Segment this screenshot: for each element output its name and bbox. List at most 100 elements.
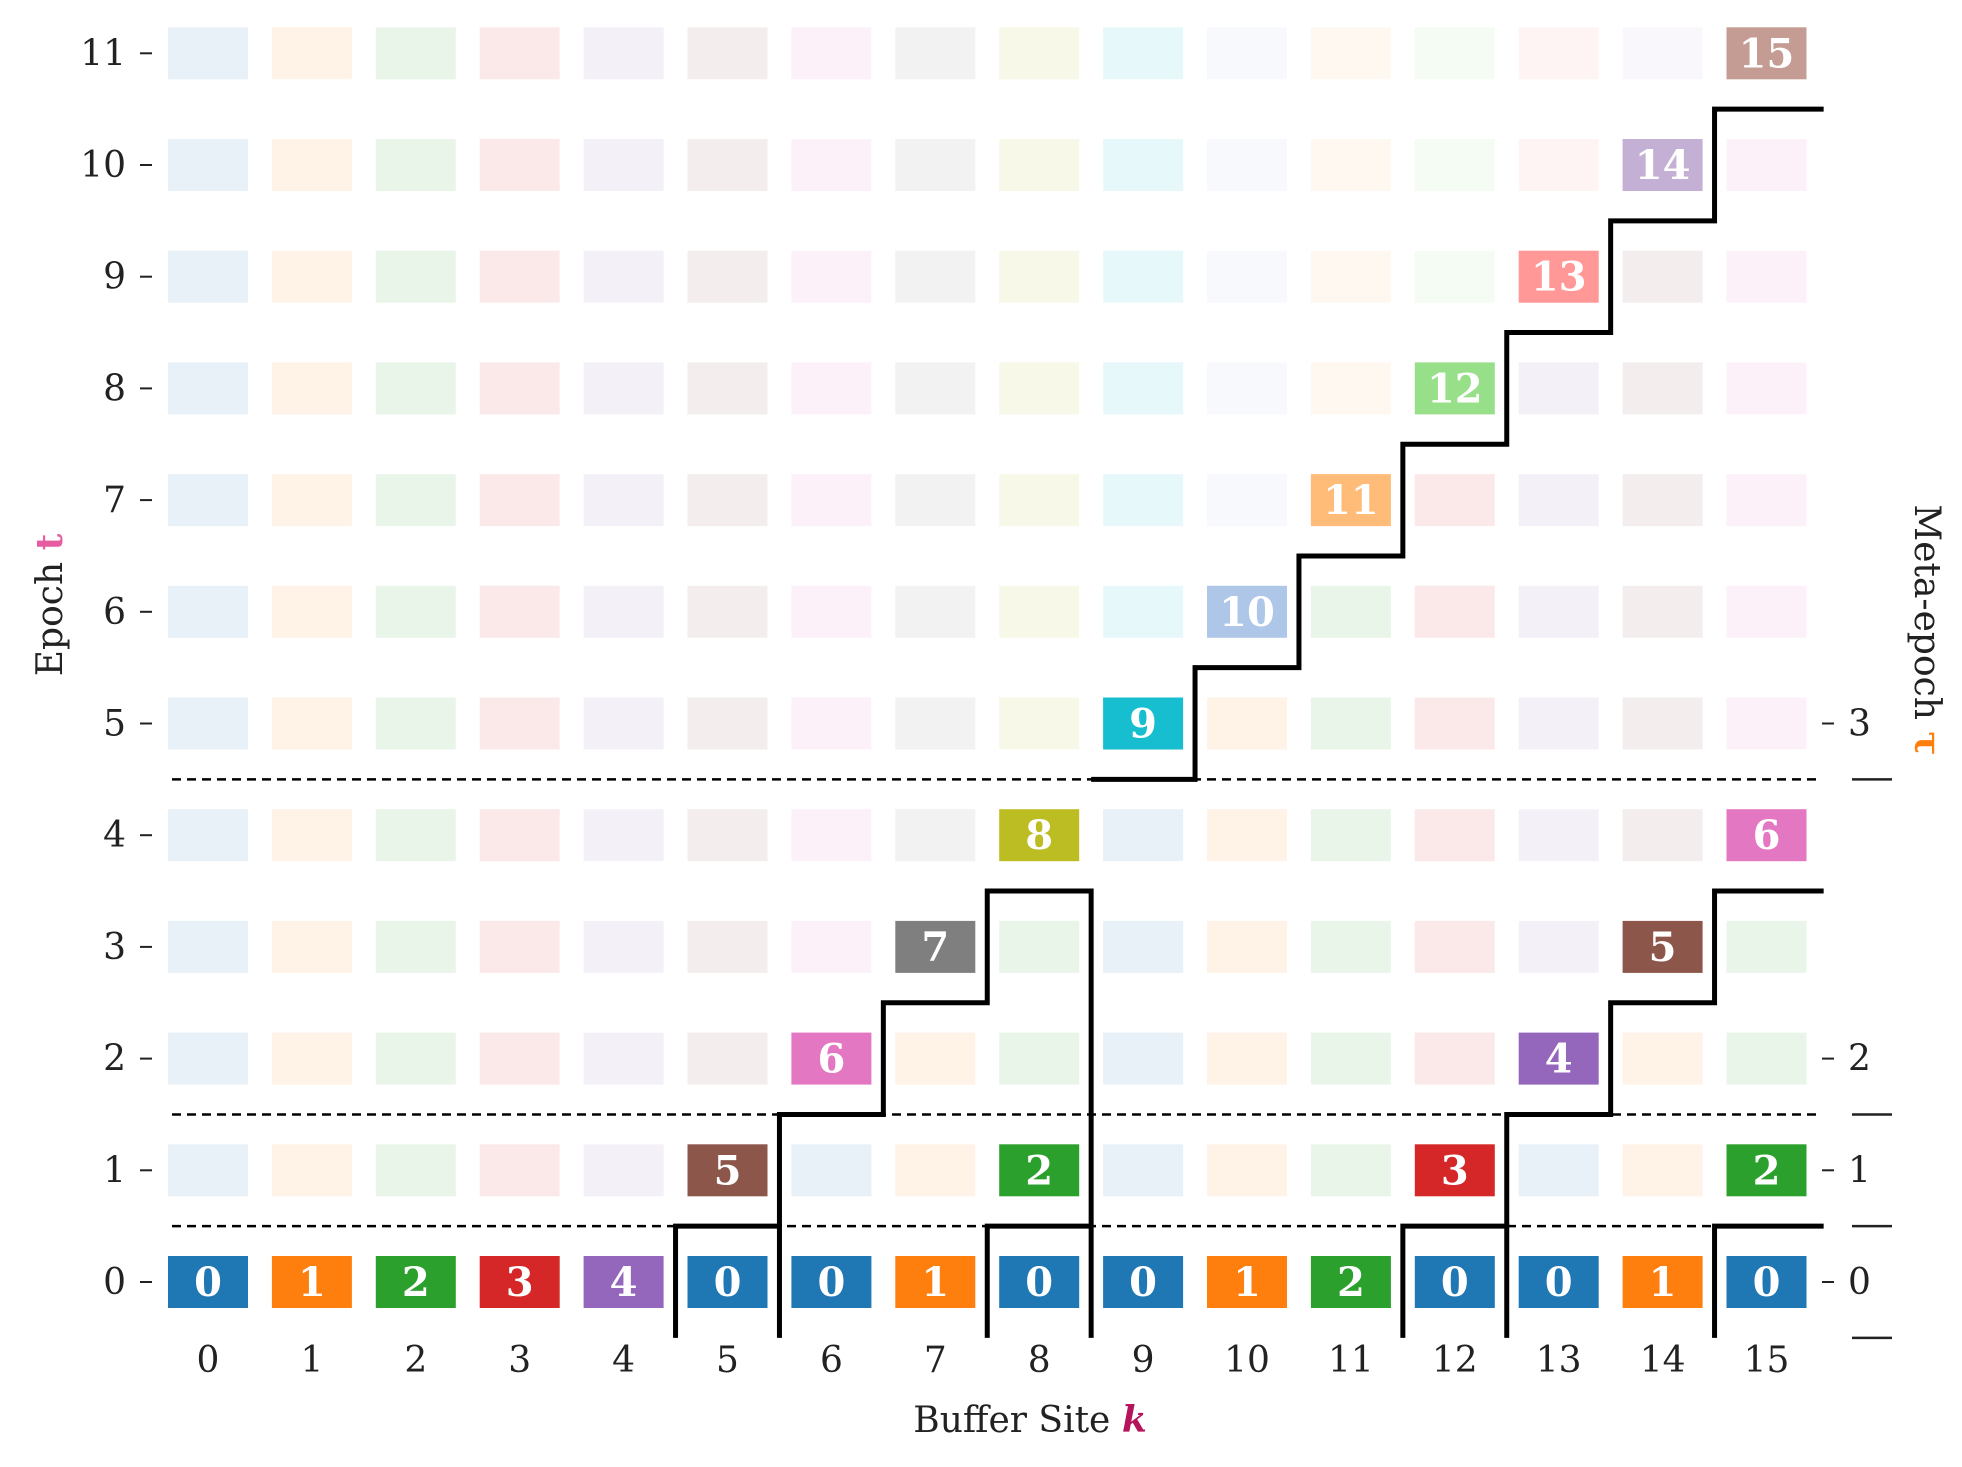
cell-box: [1103, 1256, 1184, 1308]
faded-cell: [1207, 1032, 1287, 1085]
faded-cell: [1207, 362, 1287, 415]
faded-cell: [1414, 1032, 1495, 1085]
x-tick-label: 8: [1028, 1340, 1051, 1381]
faded-cell: [168, 809, 248, 862]
cell-value: 11: [1323, 477, 1379, 524]
cell-value: 7: [921, 924, 949, 971]
faded-cell: [479, 920, 560, 973]
faded-cell: [479, 585, 560, 638]
faded-cell: [999, 1032, 1080, 1085]
faded-cell: [1207, 809, 1287, 862]
faded-cell: [1103, 920, 1184, 973]
faded-cell: [271, 250, 352, 303]
faded-cell: [999, 585, 1080, 638]
cell-value: 3: [506, 1259, 534, 1306]
cell-box: [479, 1256, 560, 1308]
active-cell: 2: [1726, 1144, 1807, 1197]
faded-cell: [479, 1144, 560, 1197]
faded-cell: [583, 27, 664, 80]
cell-value: 6: [1753, 812, 1781, 859]
faded-cell: [583, 139, 664, 191]
faded-cell: [1310, 139, 1391, 191]
faded-cell: [1103, 1144, 1184, 1197]
faded-cell: [271, 1032, 352, 1085]
x-tick-label: 6: [820, 1340, 843, 1381]
faded-cell: [895, 1032, 976, 1085]
x-tick-label: 4: [612, 1340, 635, 1381]
faded-cell: [375, 1144, 456, 1197]
faded-cell: [583, 362, 664, 415]
faded-cell: [168, 139, 248, 191]
y-tick-label: 2: [103, 1039, 126, 1080]
staircase-lines: [673, 106, 1824, 1338]
cell-box: [791, 1256, 872, 1308]
faded-cell: [375, 809, 456, 862]
cell-box: [1414, 362, 1495, 415]
cell-value: 9: [1129, 701, 1157, 748]
cell-value: 5: [714, 1147, 742, 1194]
staircase-line: [673, 1223, 782, 1338]
faded-cell: [895, 1144, 976, 1197]
faded-cell: [895, 362, 976, 415]
x-tick-label: 15: [1744, 1340, 1790, 1381]
faded-cell: [1103, 1032, 1184, 1085]
faded-cell: [583, 474, 664, 527]
faded-cell: [1310, 250, 1391, 303]
cell-value: 0: [194, 1259, 222, 1306]
faded-cell: [1518, 697, 1599, 750]
faded-cell: [375, 697, 456, 750]
active-cell: 2: [999, 1144, 1080, 1197]
faded-cell: [1622, 585, 1703, 638]
faded-cell: [1518, 809, 1599, 862]
cell-value: 1: [1233, 1259, 1261, 1306]
faded-cell: [1414, 27, 1495, 80]
faded-cell: [1310, 809, 1391, 862]
faded-cell: [168, 585, 248, 638]
faded-cell: [1310, 697, 1391, 750]
faded-cell: [1622, 474, 1703, 527]
faded-cell: [479, 809, 560, 862]
faded-cell: [375, 27, 456, 80]
faded-cell: [1207, 920, 1287, 973]
active-cell: 11: [1310, 474, 1391, 527]
y-tick-label: 0: [103, 1262, 126, 1303]
faded-cell: [1207, 474, 1287, 527]
faded-cell: [375, 474, 456, 527]
faded-cell: [271, 585, 352, 638]
meta-epoch-tick-label: 3: [1848, 704, 1871, 745]
faded-cell: [687, 250, 768, 303]
faded-cell: [895, 250, 976, 303]
faded-cell: [999, 139, 1080, 191]
faded-cell: [1518, 362, 1599, 415]
faded-cell: [791, 809, 872, 862]
cell-value: 2: [1753, 1147, 1781, 1194]
faded-cell: [687, 139, 768, 191]
faded-cell: [1518, 27, 1599, 80]
cell-value: 1: [1649, 1259, 1677, 1306]
faded-cell: [687, 27, 768, 80]
x-tick-label: 3: [508, 1340, 531, 1381]
faded-cell: [1726, 362, 1807, 415]
faded-cell: [1518, 585, 1599, 638]
faded-cell: [1103, 474, 1184, 527]
y-tick-label: 3: [103, 927, 126, 968]
y-tick-label: 10: [80, 145, 126, 186]
cell-box: [168, 1256, 248, 1308]
x-tick-label: 12: [1432, 1340, 1478, 1381]
cell-box: [1310, 474, 1391, 527]
faded-cell: [999, 697, 1080, 750]
meta-epoch-tick-label: 1: [1848, 1150, 1871, 1191]
active-cell: 4: [583, 1256, 664, 1308]
faded-cell: [687, 362, 768, 415]
x-tick-label: 7: [924, 1340, 947, 1381]
active-cell: 9: [1103, 697, 1184, 750]
cell-box: [687, 1144, 768, 1197]
faded-cell: [375, 362, 456, 415]
faded-cell: [999, 250, 1080, 303]
cell-box: [687, 1256, 768, 1308]
cell-value: 0: [1441, 1259, 1469, 1306]
faded-cell: [791, 27, 872, 80]
faded-cell: [271, 474, 352, 527]
cell-box: [1726, 1256, 1807, 1308]
faded-cell: [1207, 697, 1287, 750]
